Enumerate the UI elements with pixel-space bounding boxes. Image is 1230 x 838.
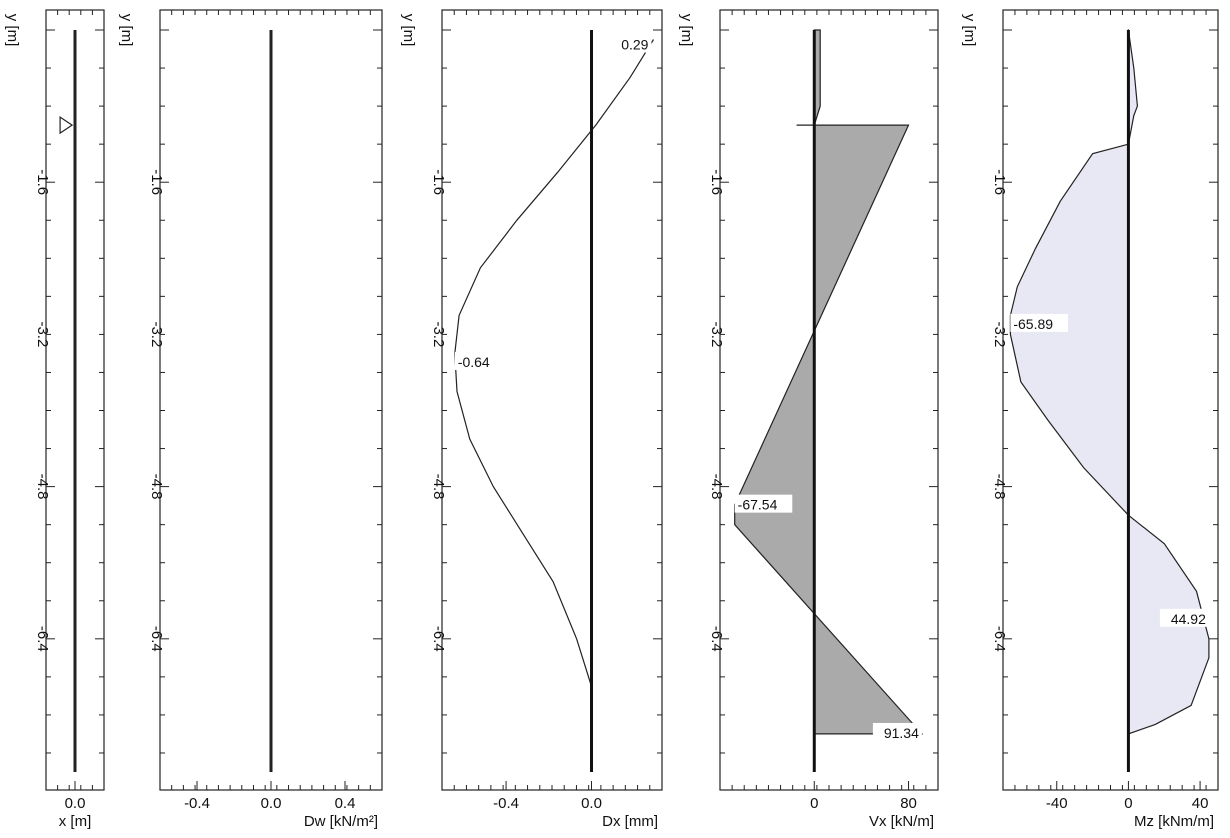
- data-label: -65.89: [1013, 316, 1053, 332]
- x-tick-label: 0: [810, 795, 818, 812]
- result-area: [1009, 29, 1210, 735]
- y-tick-label: -4.8: [34, 474, 51, 500]
- x-axis-label: Dx [mm]: [602, 813, 658, 830]
- x-axis-label: x [m]: [59, 813, 92, 830]
- data-label: 44.92: [1171, 611, 1206, 627]
- y-tick-label: -4.8: [708, 474, 725, 500]
- x-tick-label: 0.0: [581, 795, 602, 812]
- support-triangle-icon: [59, 116, 74, 135]
- x-tick-label: 80: [900, 795, 917, 812]
- y-tick-label: -3.2: [991, 321, 1008, 347]
- panel-x: -1.6 -3.2 -4.8 -6.4 y [m] 0.0x [m]: [4, 9, 105, 830]
- plot-frame: [441, 9, 663, 791]
- x-tick-label: -0.4: [493, 795, 519, 812]
- data-label: -67.54: [738, 497, 778, 513]
- y-tick-label: -1.6: [430, 169, 447, 195]
- x-axis-label: Dw [kN/m²]: [304, 813, 378, 830]
- x-tick-label: 0.0: [261, 795, 282, 812]
- data-label-bg: [872, 722, 922, 741]
- y-tick-label: -4.8: [430, 474, 447, 500]
- y-tick-label: -4.8: [991, 474, 1008, 500]
- data-label-bg: [1159, 608, 1209, 627]
- y-tick-label: -3.2: [34, 321, 51, 347]
- y-tick-label: -6.4: [148, 626, 165, 652]
- x-tick-label: 0: [1124, 795, 1132, 812]
- y-tick-label: -3.2: [430, 321, 447, 347]
- data-label: 91.34: [884, 725, 919, 741]
- y-tick-label: -6.4: [430, 626, 447, 652]
- y-tick-label: -1.6: [34, 169, 51, 195]
- y-tick-label: -4.8: [148, 474, 165, 500]
- y-tick-label: -3.2: [708, 321, 725, 347]
- result-line: [454, 39, 655, 772]
- data-label-bg: [454, 351, 504, 370]
- x-tick-label: 0.0: [65, 795, 86, 812]
- y-axis-label: y [m]: [961, 14, 978, 47]
- y-tick-label: -6.4: [708, 626, 725, 652]
- y-tick-label: -1.6: [148, 169, 165, 195]
- x-tick-label: 40: [1192, 795, 1209, 812]
- x-axis-label: Vx [kN/m]: [869, 813, 934, 830]
- x-tick-label: -40: [1046, 795, 1068, 812]
- y-tick-label: -6.4: [34, 626, 51, 652]
- data-label: -0.64: [458, 354, 490, 370]
- y-axis-label: y [m]: [4, 14, 21, 47]
- data-label-bg: [734, 494, 793, 513]
- data-label-bg: [611, 34, 652, 53]
- y-axis-label: y [m]: [400, 14, 417, 47]
- x-axis-label: Mz [kNm/m]: [1134, 813, 1214, 830]
- x-tick-label: -0.4: [184, 795, 210, 812]
- data-label-bg: [1010, 313, 1068, 332]
- y-axis-label: y [m]: [678, 14, 695, 47]
- y-tick-label: -1.6: [708, 169, 725, 195]
- panel-dw: -1.6 -3.2 -4.8 -6.4 y [m] -0.4 0.0 0.4Dw [kN/m²…: [118, 9, 383, 830]
- y-tick-label: -1.6: [991, 169, 1008, 195]
- y-axis-label: y [m]: [118, 14, 135, 47]
- y-tick-label: -3.2: [148, 321, 165, 347]
- panel-dx: -1.6 -3.2 -4.8 -6.4 y [m] -0.4 0.0Dx [mm] 0.29 -…: [400, 9, 663, 830]
- data-label: 0.29: [621, 37, 648, 53]
- y-tick-label: -6.4: [991, 626, 1008, 652]
- result-area: [734, 29, 924, 737]
- x-tick-label: 0.4: [335, 795, 356, 812]
